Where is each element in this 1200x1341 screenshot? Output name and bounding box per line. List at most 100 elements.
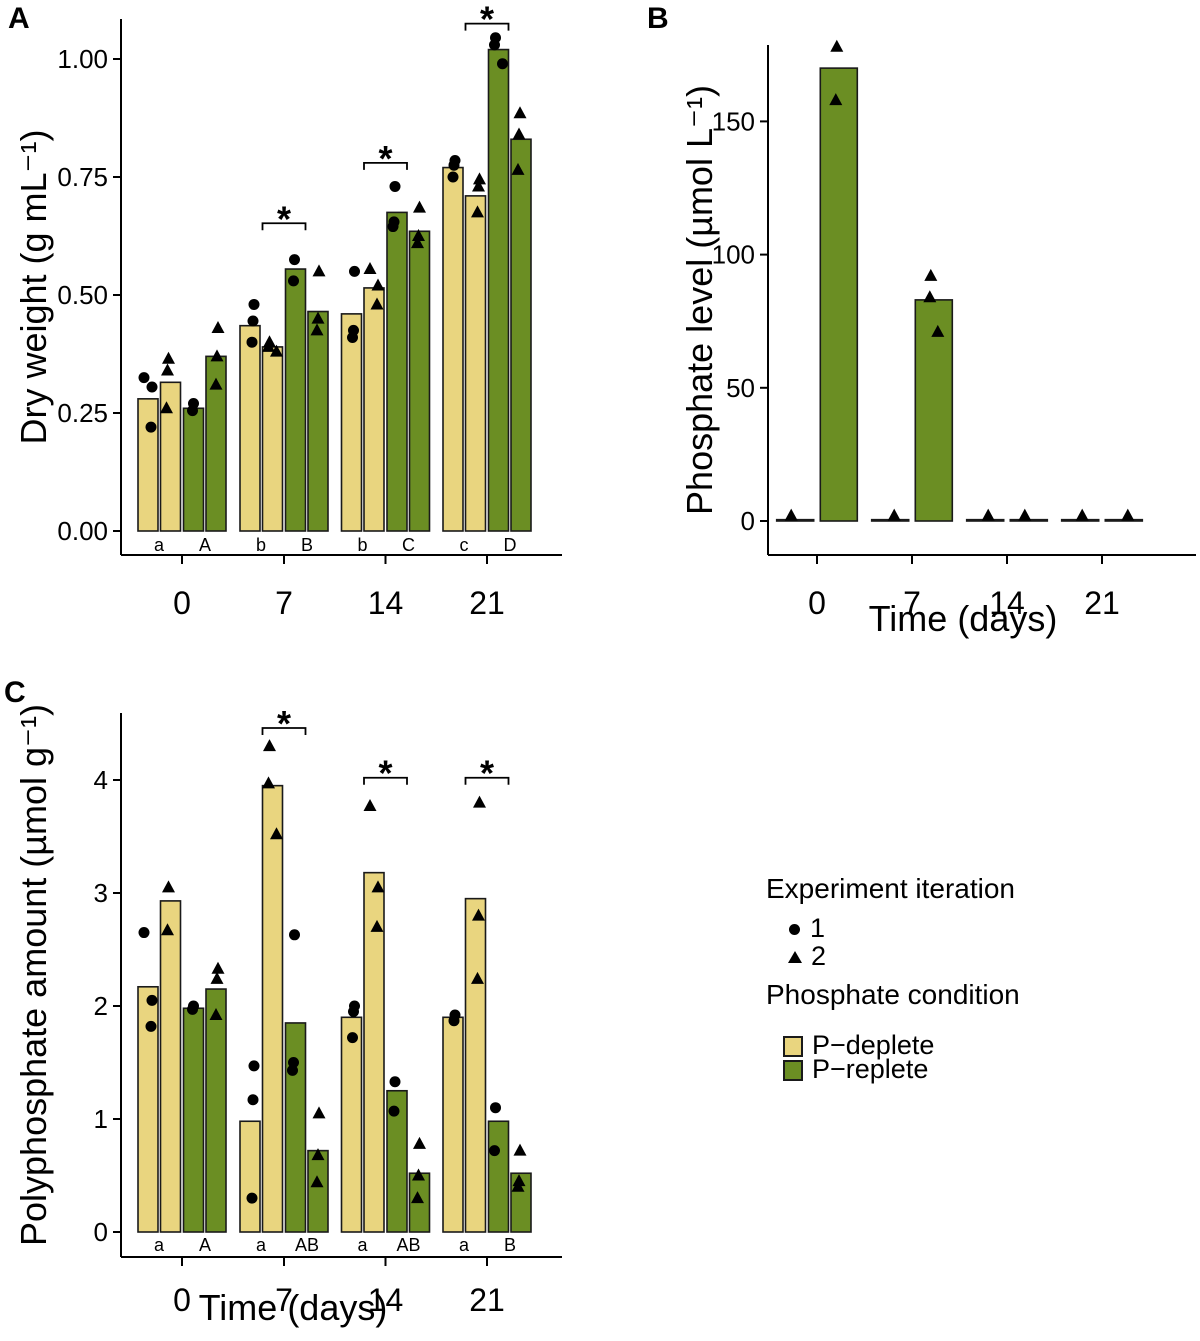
- x-tick-label: 7: [903, 585, 921, 621]
- y-tick-label: 1: [94, 1104, 108, 1134]
- circle-point: [288, 275, 299, 287]
- circle-point: [248, 298, 260, 310]
- x-tick-label: 7: [275, 1282, 293, 1318]
- triangle-point: [311, 1148, 325, 1161]
- triangle-point: [210, 349, 224, 362]
- circle-point: [497, 58, 508, 70]
- significance-bracket: [261, 222, 307, 231]
- triangle-point: [311, 311, 325, 324]
- bar: [386, 1089, 408, 1233]
- y-tick-label: 100: [712, 240, 755, 270]
- x-tick-label: 0: [173, 585, 191, 621]
- triangle-point: [1121, 508, 1135, 521]
- circle-point: [489, 1145, 500, 1157]
- replete-group-letter: B: [504, 1235, 516, 1255]
- significance-asterisk: *: [378, 753, 392, 794]
- circle-point: [138, 927, 150, 939]
- triangle-point: [887, 508, 901, 521]
- triangle-point: [412, 229, 425, 241]
- bar: [261, 346, 284, 532]
- data-points: [138, 739, 527, 1204]
- triangle-point: [512, 1174, 526, 1187]
- triangle-point: [1075, 508, 1089, 521]
- significance-asterisk: *: [277, 198, 291, 239]
- bar: [363, 871, 385, 1233]
- triangle-point: [830, 39, 844, 52]
- triangle-point: [371, 880, 385, 893]
- triangle-point: [363, 798, 377, 811]
- circle-point: [447, 171, 459, 183]
- triangle-point: [513, 106, 527, 119]
- circle-point: [145, 1020, 157, 1032]
- triangle-point: [473, 795, 486, 808]
- bar: [464, 897, 487, 1233]
- bar: [261, 784, 284, 1233]
- deplete-group-letter: a: [459, 1235, 470, 1255]
- triangle-point: [161, 923, 174, 936]
- circle-point: [347, 1032, 358, 1044]
- triangle-point: [211, 321, 225, 334]
- circle-point: [387, 221, 399, 233]
- triangle-point: [310, 323, 324, 336]
- triangle-point: [413, 200, 426, 213]
- triangle-point: [511, 162, 525, 175]
- x-tick-label: 14: [368, 1282, 404, 1318]
- significance-asterisk: *: [277, 703, 291, 744]
- circle-point: [246, 1192, 258, 1204]
- circle-point: [187, 1003, 198, 1015]
- x-tick-label: 7: [275, 585, 293, 621]
- triangle-point: [312, 264, 326, 277]
- triangle-point: [829, 93, 843, 106]
- bar: [442, 1016, 464, 1233]
- circle-point: [187, 405, 198, 417]
- y-tick-label: 0.25: [57, 398, 108, 428]
- bar: [284, 1022, 307, 1233]
- triangle-point: [161, 363, 174, 376]
- panel-a-plot: 0.00 0.25 0.50 0.75 1.00 0 7 14 21 Dry weight (g …: [13, 0, 562, 621]
- x-tick-label: 14: [989, 585, 1025, 621]
- circle-point: [489, 39, 500, 51]
- triangle-point: [1018, 508, 1032, 521]
- panel-c-label: C: [4, 676, 26, 709]
- circle-point: [490, 1102, 501, 1114]
- deplete-group-letter: c: [460, 535, 469, 555]
- y-axis-title: Polyphosphate amount (µmol g⁻¹): [13, 704, 54, 1246]
- triangle-point: [370, 919, 384, 932]
- triangle-point: [162, 351, 175, 364]
- triangle-point: [412, 1168, 425, 1181]
- y-tick-label: 0: [94, 1217, 108, 1247]
- x-tick-label: 0: [173, 1282, 191, 1318]
- circle-point: [138, 372, 150, 384]
- triangle-point: [211, 961, 225, 974]
- triangle-point: [209, 1008, 223, 1021]
- y-tick-label: 0: [741, 506, 755, 536]
- significance-asterisk: *: [480, 753, 494, 794]
- triangle-point: [981, 508, 995, 521]
- bar: [137, 985, 159, 1233]
- bar: [363, 287, 385, 532]
- bar: [307, 310, 329, 532]
- circle-point: [247, 1094, 259, 1106]
- y-axis-title: Dry weight (g mL⁻¹): [13, 129, 54, 444]
- significance-bracket: [261, 727, 307, 736]
- triangle-point: [270, 827, 283, 840]
- data-points: [784, 39, 1135, 521]
- circle-point: [389, 180, 401, 192]
- triangle-point: [209, 377, 223, 390]
- triangle-point: [160, 401, 173, 414]
- panel-b-plot: 0 50 100 150 0 7 14 21 Phosphate level (µmol L⁻¹…: [679, 39, 1196, 639]
- triangle-point: [411, 236, 424, 249]
- circle-point: [287, 1064, 298, 1076]
- triangle-point: [371, 278, 385, 291]
- bar: [159, 381, 182, 532]
- y-tick-label: 2: [94, 991, 108, 1021]
- x-axis-title: Time (days): [199, 1287, 388, 1328]
- triangle-point: [370, 297, 384, 310]
- replete-group-letter: B: [301, 535, 313, 555]
- panel-c-plot: 0 1 2 3 4 0 7 14 21 Polyphosphate amount (µmol g⁻…: [13, 703, 562, 1328]
- circle-point: [388, 1105, 400, 1117]
- replete-group-letter: A: [199, 535, 211, 555]
- triangle-point: [923, 290, 937, 303]
- triangle-point: [931, 324, 945, 337]
